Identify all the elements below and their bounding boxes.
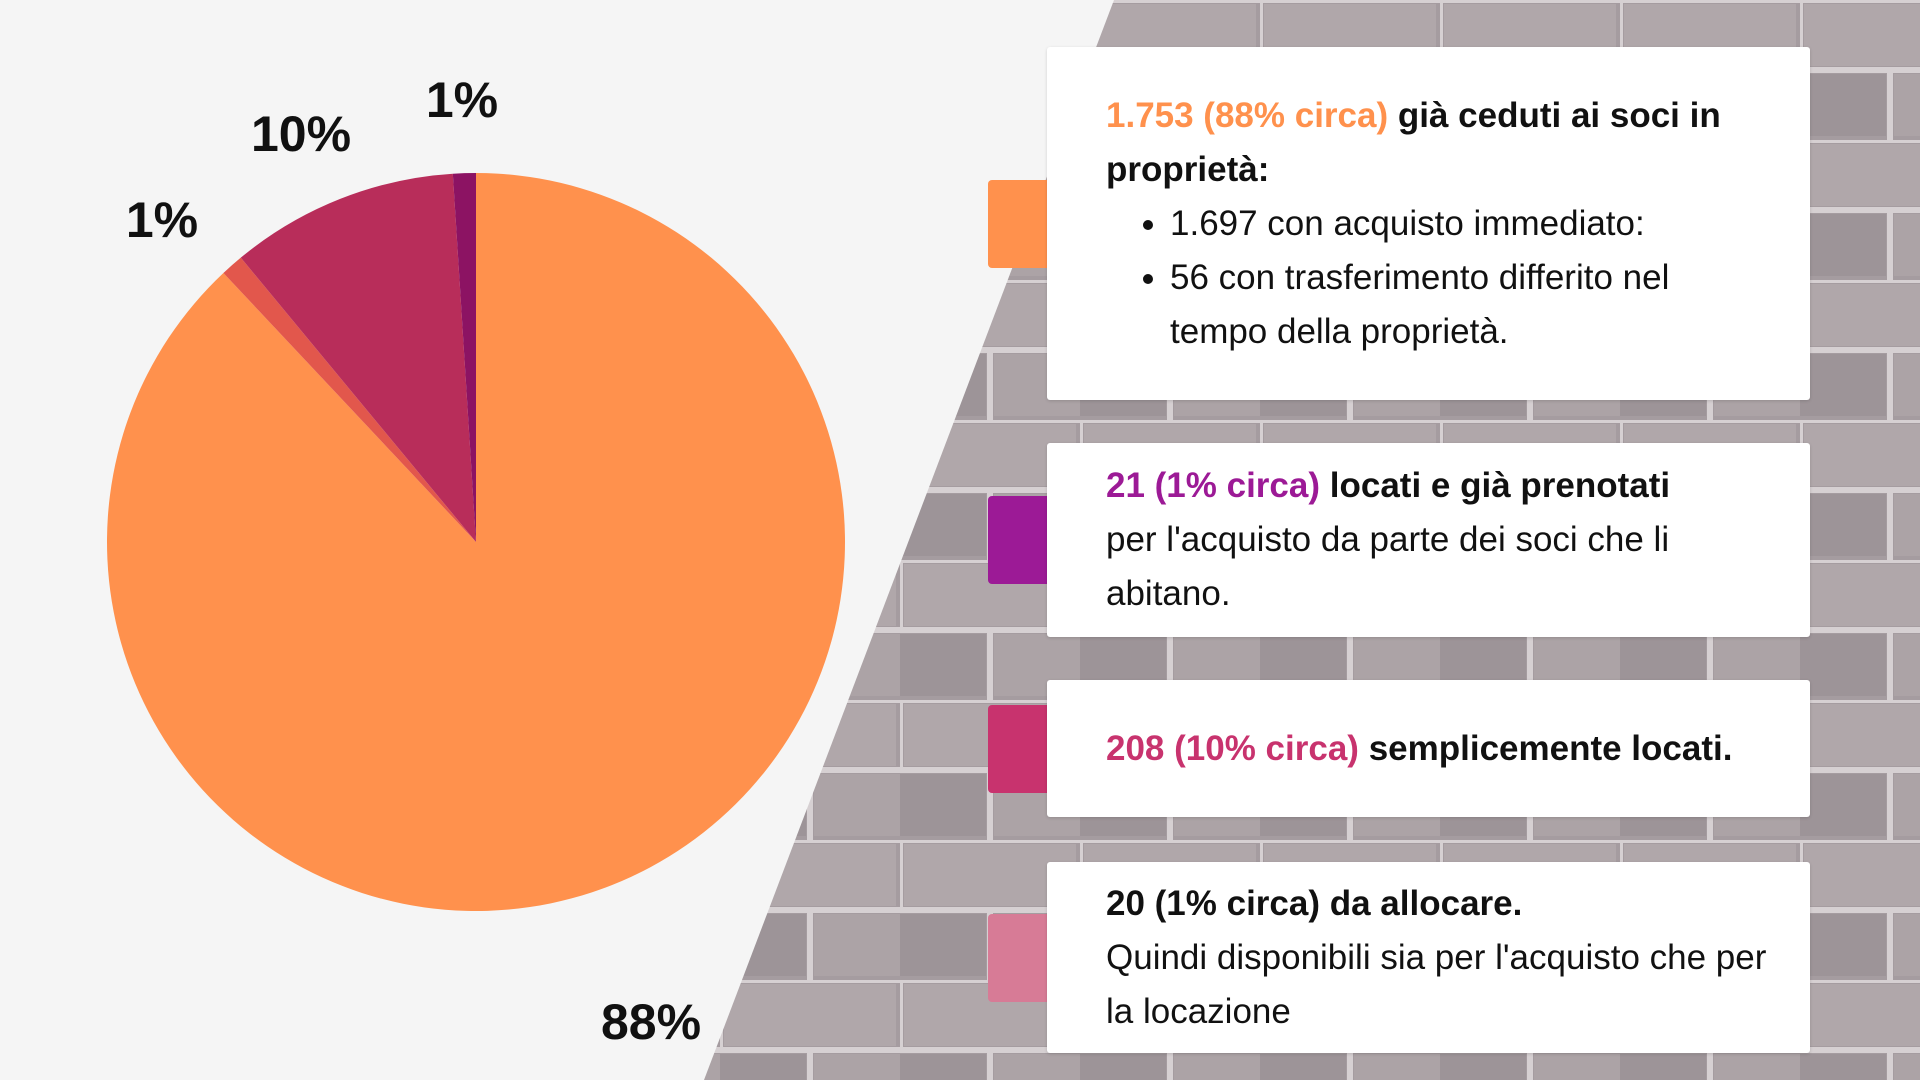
bold-text: locati e già prenotati <box>1329 466 1671 505</box>
highlight-text: 208 (10% circa) <box>1106 728 1359 768</box>
pie-slice <box>106 173 845 912</box>
pie-slice <box>223 257 476 542</box>
legend-card: 208 (10% circa) semplicemente locati. <box>1047 680 1810 817</box>
legend-text: 20 (1% circa) da allocare. Quindi disponi… <box>1106 877 1770 1039</box>
bold-text: semplicemente locati. <box>1368 728 1733 768</box>
slice-label: 88% <box>601 994 701 1050</box>
body-text: per l'acquisto da parte dei soci che li … <box>1106 520 1670 613</box>
bullet-item: 1.697 con acquisto immediato: <box>1170 197 1770 251</box>
legend-card: 21 (1% circa) locati e già prenotati per … <box>1047 443 1810 637</box>
legend-text: 1.753 (88% circa) già ceduti ai soci in … <box>1106 89 1770 359</box>
legend-text: 208 (10% circa) semplicemente locati. <box>1106 722 1770 776</box>
pie: 88% 1% 10% 1% <box>106 72 845 1050</box>
pie-slice <box>452 173 476 542</box>
pie-slice <box>240 173 476 542</box>
legend-card: 1.753 (88% circa) già ceduti ai soci in … <box>1047 47 1810 400</box>
legend-card: 20 (1% circa) da allocare. Quindi disponi… <box>1047 862 1810 1053</box>
slice-label: 1% <box>126 192 198 248</box>
highlight-text: 1.753 (88% circa) <box>1106 95 1389 135</box>
body-text: Quindi disponibili sia per l'acquisto ch… <box>1106 937 1767 1031</box>
slice-label: 1% <box>426 72 498 128</box>
bold-text: già ceduti ai soci in proprietà: <box>1106 95 1721 189</box>
legend-text: 21 (1% circa) locati e già prenotati per … <box>1106 459 1770 621</box>
highlight-text: 21 (1% circa) <box>1106 466 1321 505</box>
bullet-list: 1.697 con acquisto immediato:56 con tras… <box>1106 197 1770 359</box>
bold-text: 20 (1% circa) da allocare. <box>1106 883 1523 923</box>
slice-label: 10% <box>251 106 351 162</box>
bullet-item: 56 con trasferimento differito nel tempo… <box>1170 251 1770 359</box>
